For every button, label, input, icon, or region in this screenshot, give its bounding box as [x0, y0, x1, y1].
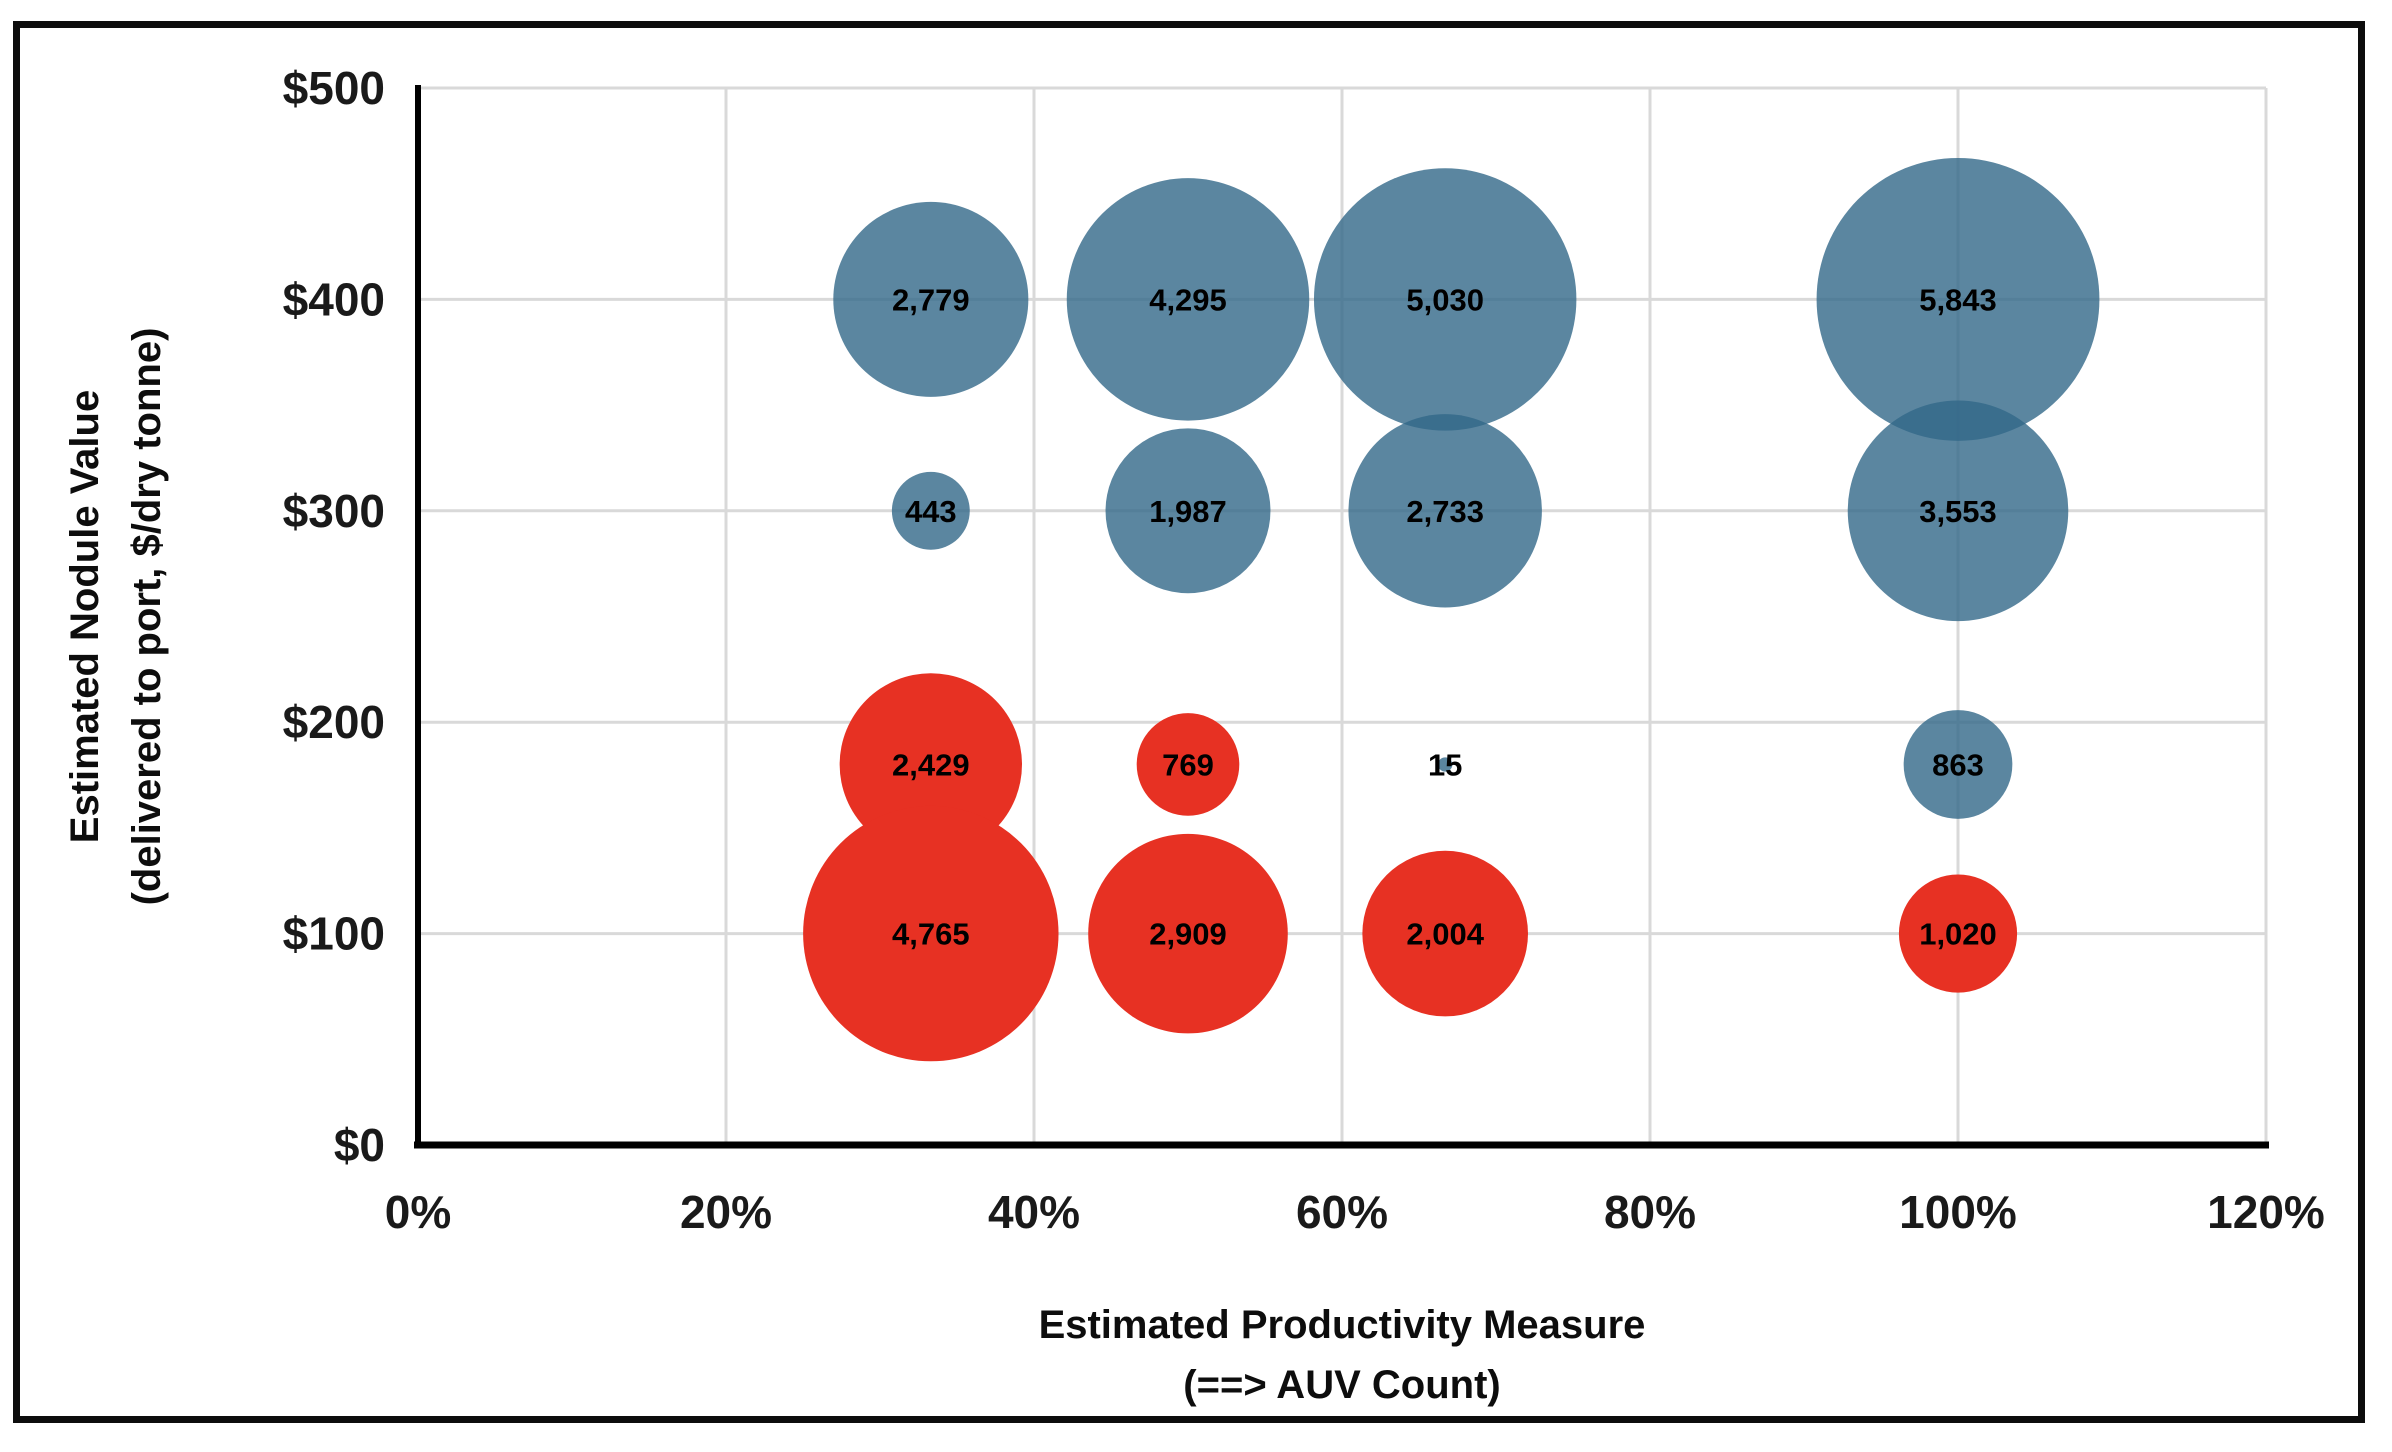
bubble-value-label: 5,030	[1406, 282, 1484, 317]
bubble-value-label: 1,987	[1149, 494, 1227, 529]
x-tick-label: 0%	[385, 1186, 451, 1238]
x-tick-label: 40%	[988, 1186, 1080, 1238]
blue-bubble	[1066, 178, 1310, 421]
red-bubble	[803, 805, 1059, 1062]
bubble-value-label: 3,553	[1919, 494, 1997, 529]
red-bubble	[1088, 833, 1288, 1034]
y-tick-label: $500	[283, 62, 385, 114]
blue-bubble	[1313, 168, 1577, 431]
blue-bubble	[1816, 157, 2100, 441]
bubble-value-label: 15	[1428, 747, 1462, 782]
y-axis-title-line1: Estimated Nodule Value	[63, 390, 107, 843]
bubble-value-label: 1,020	[1919, 917, 1997, 952]
bubble-value-label: 4,295	[1149, 282, 1227, 317]
bubble-value-label: 2,004	[1406, 917, 1484, 952]
blue-bubble	[1438, 757, 1453, 772]
x-tick-label: 60%	[1296, 1186, 1388, 1238]
y-tick-label: $300	[283, 485, 385, 537]
y-tick-label: $0	[334, 1119, 385, 1171]
x-tick-label: 80%	[1604, 1186, 1696, 1238]
bubble-value-label: 2,779	[892, 282, 970, 317]
y-axis-title-line2: (delivered to port, $/dry tonne)	[125, 328, 169, 906]
blue-bubble	[1348, 414, 1542, 608]
red-bubble	[839, 673, 1022, 856]
bubble-value-label: 769	[1162, 747, 1214, 782]
bubble-value-label: 5,843	[1919, 282, 1997, 317]
blue-bubble	[1903, 710, 2013, 819]
red-bubble	[1362, 850, 1528, 1017]
x-axis-title-line1: Estimated Productivity Measure	[1039, 1303, 1646, 1347]
chart-border-frame	[13, 21, 2365, 1423]
blue-bubble	[1847, 400, 2069, 622]
bubble-value-label: 2,733	[1406, 494, 1484, 529]
x-tick-label: 100%	[1899, 1186, 2017, 1238]
blue-bubble	[891, 471, 970, 550]
y-tick-label: $100	[283, 908, 385, 960]
red-bubble	[1898, 874, 2018, 993]
x-axis-title-line2: (==> AUV Count)	[1183, 1363, 1500, 1407]
y-tick-label: $200	[283, 696, 385, 748]
bubble-value-label: 2,429	[892, 747, 970, 782]
x-tick-label: 120%	[2207, 1186, 2325, 1238]
bubble-value-label: 863	[1932, 747, 1984, 782]
blue-bubble	[1105, 428, 1271, 594]
x-tick-label: 20%	[680, 1186, 772, 1238]
bubble-value-label: 4,765	[892, 917, 970, 952]
bubble-value-label: 443	[905, 494, 957, 529]
y-tick-label: $400	[283, 273, 385, 325]
red-bubble	[1136, 713, 1240, 816]
blue-bubble	[833, 201, 1029, 397]
bubble-value-label: 2,909	[1149, 917, 1227, 952]
